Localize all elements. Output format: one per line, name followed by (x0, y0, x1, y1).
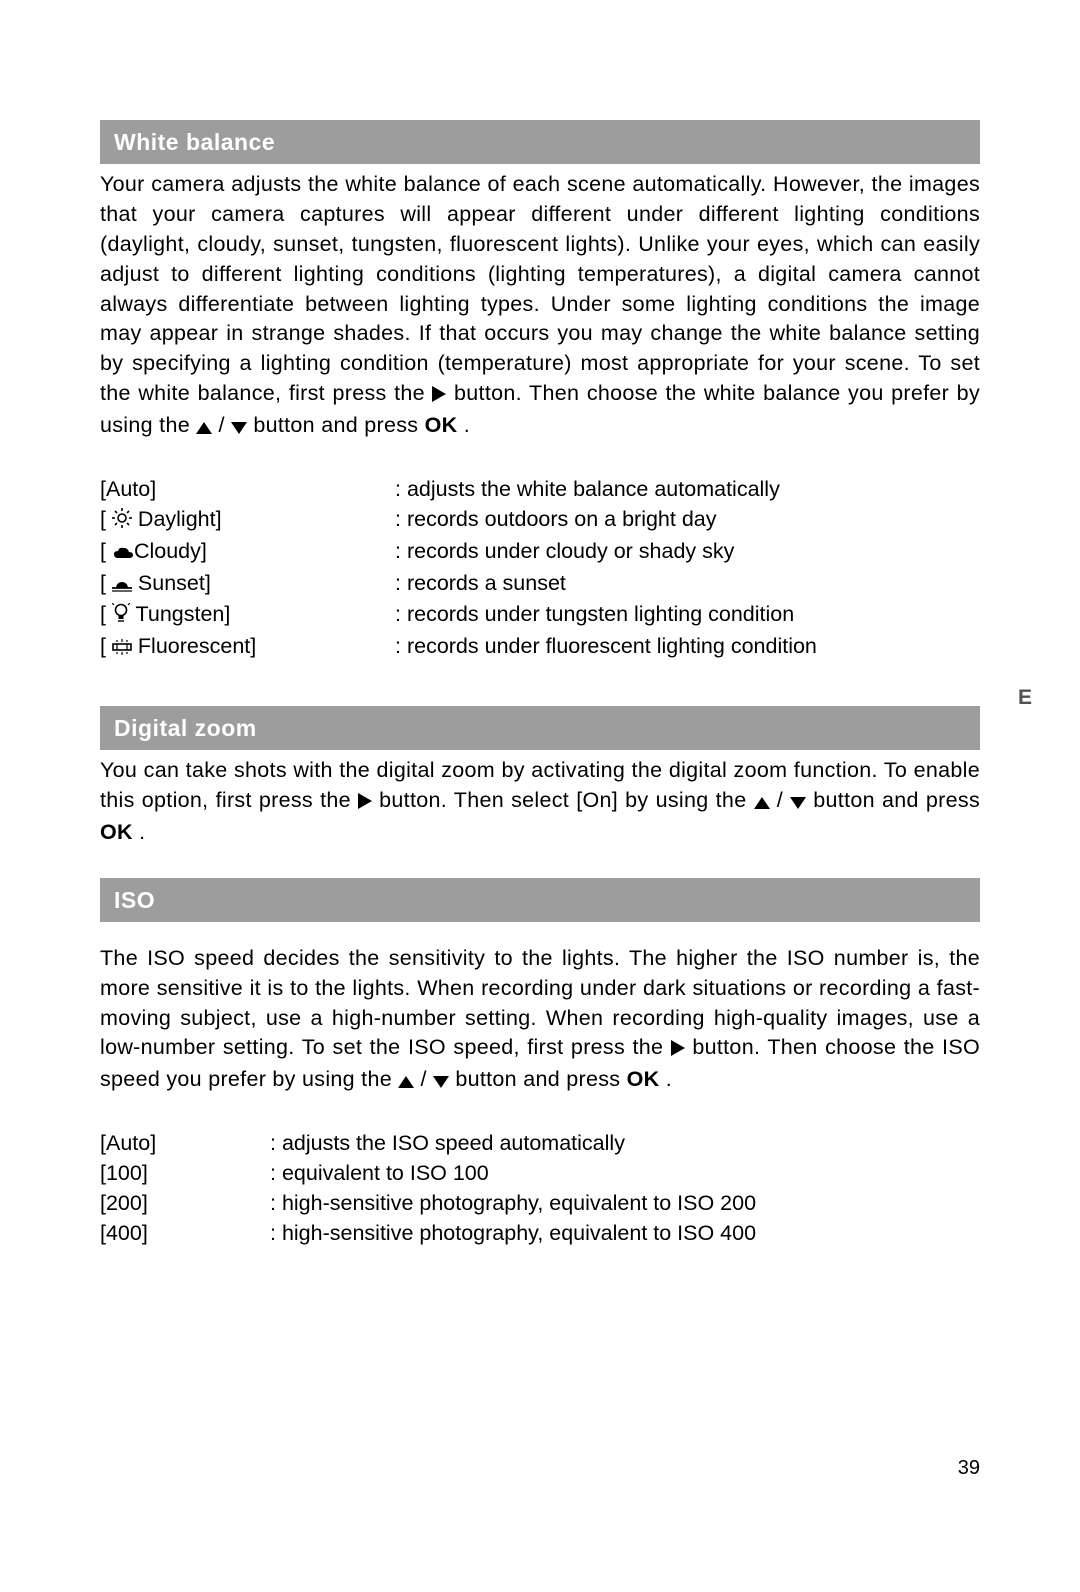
list-label: [ Tungsten] (100, 600, 395, 632)
list-item: [400]: high-sensitive photography, equiv… (100, 1219, 980, 1249)
section-title: White balance (114, 129, 275, 155)
down-triangle-icon (790, 788, 806, 818)
list-desc: : adjusts the ISO speed automatically (270, 1129, 980, 1159)
list-item: [200]: high-sensitive photography, equiv… (100, 1189, 980, 1219)
list-label: [Auto] (100, 1129, 270, 1159)
text: button and press (813, 788, 980, 812)
text: / (219, 413, 232, 437)
list-label: [ Cloudy] (100, 537, 395, 569)
list-label: [400] (100, 1219, 270, 1249)
down-triangle-icon (231, 413, 247, 443)
list-label: [ Fluorescent] (100, 632, 395, 664)
side-tab: E (1018, 686, 1032, 710)
list-label: [100] (100, 1159, 270, 1189)
up-triangle-icon (196, 413, 212, 443)
section-title: ISO (114, 887, 155, 913)
text: . (464, 413, 470, 437)
list-desc: : high-sensitive photography, equivalent… (270, 1219, 980, 1249)
list-desc: : adjusts the white balance automaticall… (395, 475, 980, 505)
list-item: [ Fluorescent]: records under fluorescen… (100, 632, 980, 664)
text: Your camera adjusts the white balance of… (100, 172, 980, 405)
list-desc: : records outdoors on a bright day (395, 505, 980, 537)
iso-paragraph: The ISO speed decides the sensitivity to… (100, 944, 980, 1097)
ok-label: OK (627, 1067, 660, 1091)
list-item: [ Daylight]: records outdoors on a brigh… (100, 505, 980, 537)
fluorescent-icon (112, 634, 132, 664)
list-desc: : records under fluorescent lighting con… (395, 632, 980, 664)
tungsten-icon (112, 602, 130, 632)
right-triangle-icon (358, 788, 372, 818)
ok-label: OK (425, 413, 458, 437)
white-balance-paragraph: Your camera adjusts the white balance of… (100, 170, 980, 443)
digital-zoom-paragraph: You can take shots with the digital zoom… (100, 756, 980, 848)
list-desc: : equivalent to ISO 100 (270, 1159, 980, 1189)
text: button and press (253, 413, 424, 437)
list-desc: : high-sensitive photography, equivalent… (270, 1189, 980, 1219)
list-item: [Auto]: adjusts the ISO speed automatica… (100, 1129, 980, 1159)
section-title: Digital zoom (114, 715, 257, 741)
text: . (139, 820, 145, 844)
list-desc: : records under tungsten lighting condit… (395, 600, 980, 632)
text: / (777, 788, 790, 812)
list-item: [ Sunset]: records a sunset (100, 569, 980, 601)
text: . (666, 1067, 672, 1091)
iso-list: [Auto]: adjusts the ISO speed automatica… (100, 1129, 980, 1249)
list-item: [ Cloudy]: records under cloudy or shady… (100, 537, 980, 569)
text: / (421, 1067, 434, 1091)
right-triangle-icon (432, 381, 446, 411)
page-number: 39 (958, 1457, 980, 1480)
text: button and press (455, 1067, 626, 1091)
list-item: [ Tungsten]: records under tungsten ligh… (100, 600, 980, 632)
ok-label: OK (100, 820, 133, 844)
list-label: [ Sunset] (100, 569, 395, 601)
down-triangle-icon (433, 1067, 449, 1097)
list-desc: : records a sunset (395, 569, 980, 601)
section-header-white-balance: White balance (100, 120, 980, 164)
list-label: [Auto] (100, 475, 395, 505)
manual-page: White balance Your camera adjusts the wh… (0, 0, 1080, 1592)
list-label: [ Daylight] (100, 505, 395, 537)
list-label: [200] (100, 1189, 270, 1219)
list-item: [100]: equivalent to ISO 100 (100, 1159, 980, 1189)
text: button. Then select [On] by using the (379, 788, 753, 812)
cloudy-icon (112, 539, 134, 569)
white-balance-list: [Auto]: adjusts the white balance automa… (100, 475, 980, 664)
list-item: [Auto]: adjusts the white balance automa… (100, 475, 980, 505)
up-triangle-icon (398, 1067, 414, 1097)
section-header-iso: ISO (100, 878, 980, 922)
sunset-icon (112, 571, 132, 601)
section-header-digital-zoom: Digital zoom (100, 706, 980, 750)
daylight-icon (112, 507, 132, 537)
up-triangle-icon (754, 788, 770, 818)
list-desc: : records under cloudy or shady sky (395, 537, 980, 569)
right-triangle-icon (671, 1035, 685, 1065)
